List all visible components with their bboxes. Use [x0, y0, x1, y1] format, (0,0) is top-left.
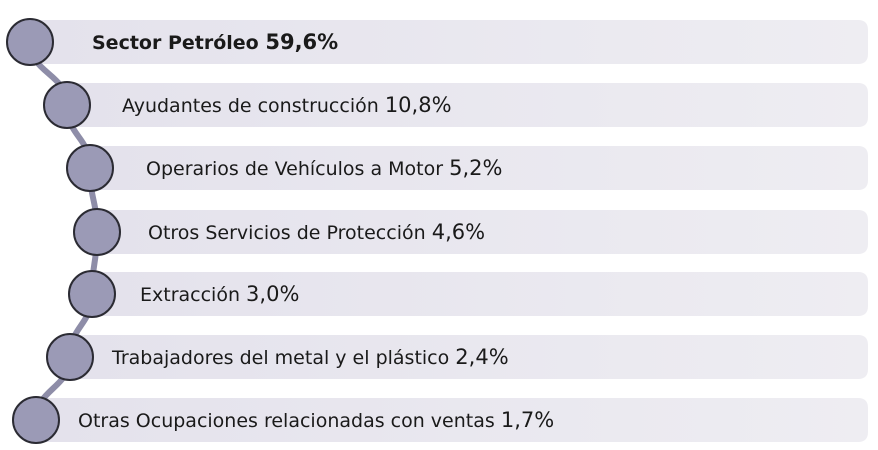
- bullet: [73, 208, 121, 256]
- bar: [92, 272, 868, 316]
- item-text: Otros Servicios de Protección 4,6%: [148, 220, 485, 244]
- bullet: [46, 333, 94, 381]
- item-text: Otras Ocupaciones relacionadas con venta…: [78, 408, 554, 432]
- bullet: [6, 18, 54, 66]
- item-label: Ayudantes de construcción: [122, 95, 379, 117]
- item-value: 4,6%: [432, 220, 485, 244]
- bar: [67, 83, 868, 127]
- bar: [90, 146, 868, 190]
- item-label: Operarios de Vehículos a Motor: [146, 158, 443, 180]
- bar: [30, 20, 868, 64]
- bullet: [66, 144, 114, 192]
- item-text: Operarios de Vehículos a Motor 5,2%: [146, 156, 502, 180]
- item-text: Sector Petróleo 59,6%: [92, 30, 338, 54]
- item-value: 5,2%: [449, 156, 502, 180]
- item-label: Otros Servicios de Protección: [148, 222, 426, 244]
- item-value: 2,4%: [455, 345, 508, 369]
- item-text: Trabajadores del metal y el plástico 2,4…: [111, 345, 509, 369]
- bar: [36, 398, 868, 442]
- item-value: 10,8%: [385, 93, 452, 117]
- bullet: [43, 81, 91, 129]
- item-label: Sector Petróleo: [92, 32, 259, 54]
- item-value: 59,6%: [265, 30, 338, 54]
- bullet: [12, 396, 60, 444]
- bar: [70, 335, 868, 379]
- item-label: Trabajadores del metal y el plástico: [111, 347, 449, 369]
- bar: [97, 210, 868, 254]
- item-label: Otras Ocupaciones relacionadas con venta…: [78, 410, 495, 432]
- item-value: 3,0%: [246, 282, 299, 306]
- item-text: Extracción 3,0%: [140, 282, 299, 306]
- item-value: 1,7%: [501, 408, 554, 432]
- item-label: Extracción: [140, 284, 240, 306]
- item-text: Ayudantes de construcción 10,8%: [122, 93, 452, 117]
- bullet: [68, 270, 116, 318]
